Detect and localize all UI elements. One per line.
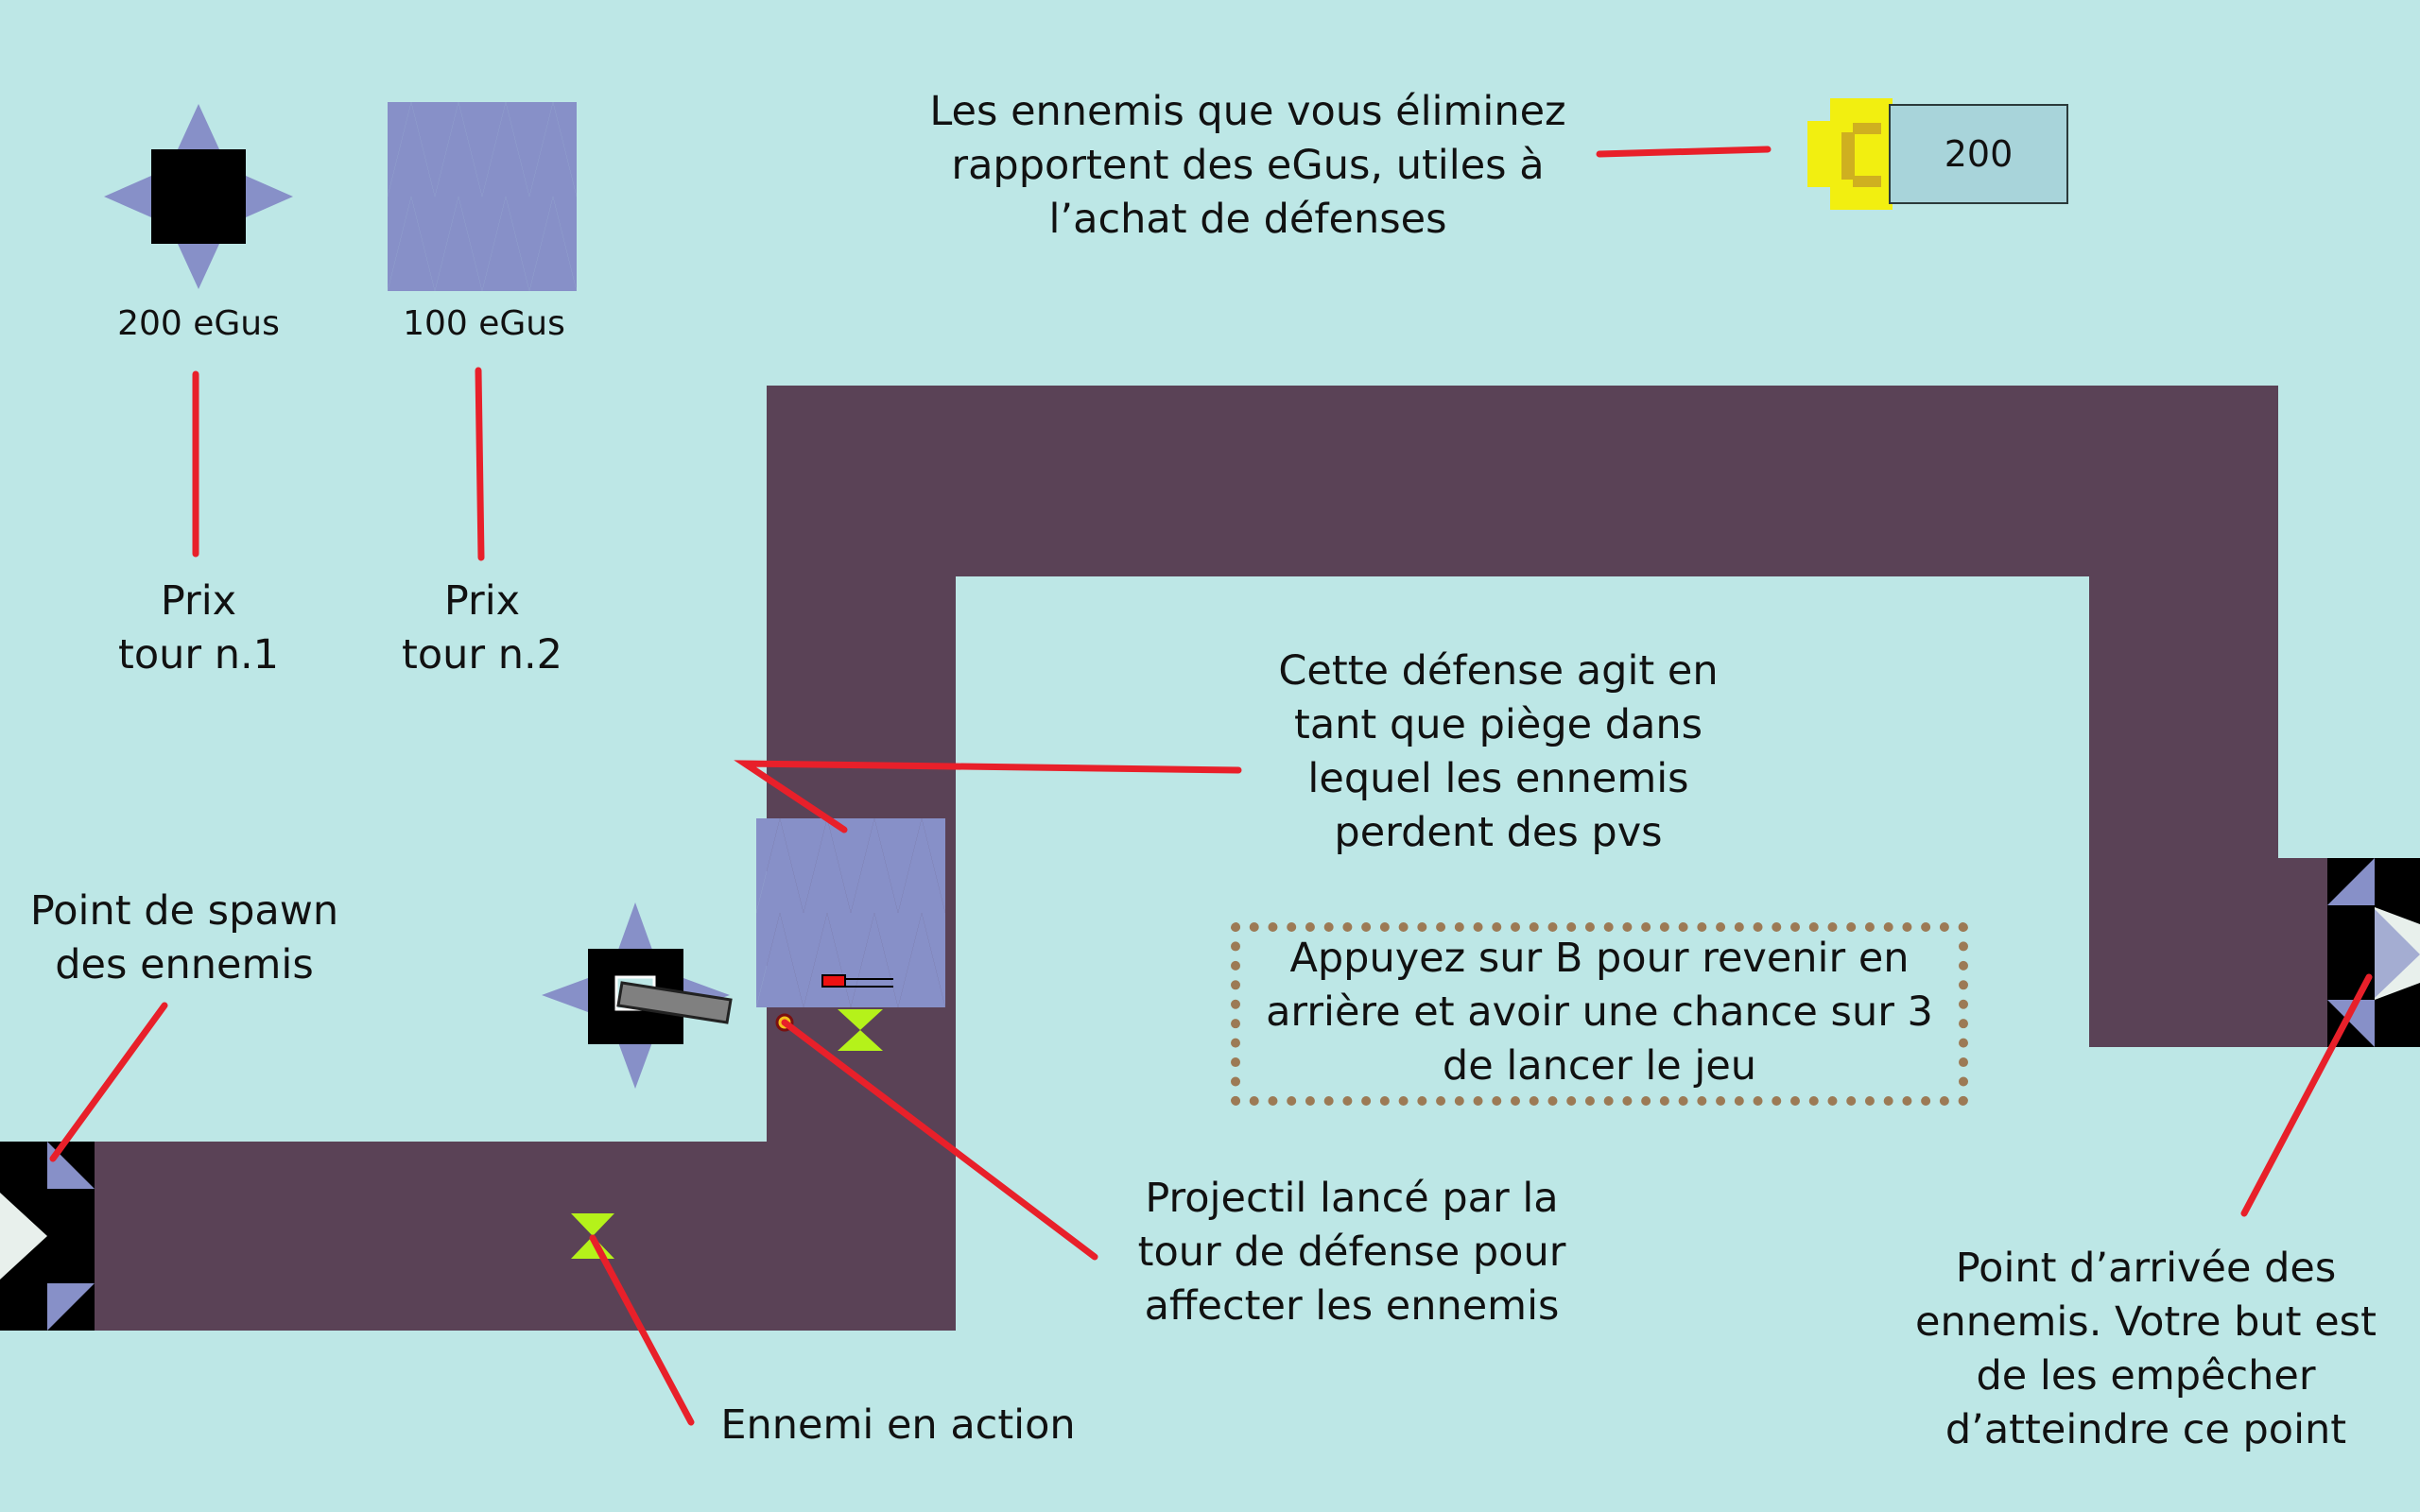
trap-spike [922, 913, 945, 1007]
trap-spike [827, 913, 874, 1007]
currency-info-text: Les ennemis que vous éliminez rapportent… [929, 88, 1566, 243]
trap-spike [435, 102, 482, 197]
back-info-text: Appuyez sur B pour revenir en arrière et… [1266, 935, 1933, 1090]
trap-spike [529, 197, 577, 291]
trap-spike [780, 913, 827, 1007]
trap-spike [851, 913, 898, 1007]
arrival-info-text: Point d’arrivée des ennemis. Votre but e… [1915, 1245, 2377, 1453]
spawn-info-text: Point de spawn des ennemis [29, 887, 339, 988]
enemy-path [0, 386, 2420, 1331]
enemy-info-text: Ennemi en action [720, 1401, 1076, 1449]
trap-spike [482, 102, 529, 197]
trap-spike [804, 818, 851, 913]
price-tower-2-label: Prix tour n.2 [401, 577, 563, 679]
trap-spike [506, 197, 553, 291]
placed-defense-tower [542, 902, 733, 1089]
trap-spike [458, 102, 506, 197]
trap-spike [388, 197, 411, 291]
trap-spike [553, 102, 577, 197]
tower-2-price: 100 eGus [403, 304, 565, 343]
trap-info-text: Cette défense agit en tant que piège dan… [1278, 647, 1719, 856]
shop-tower-2[interactable] [388, 102, 577, 291]
trap-spike [898, 913, 945, 1007]
trap-spike [874, 913, 922, 1007]
trap-spike [411, 197, 458, 291]
trap-spike [874, 818, 922, 913]
trap-spike [506, 102, 553, 197]
currency-counter: 200 [1889, 104, 2068, 204]
trap-spike [898, 818, 945, 913]
tower-cannon [616, 981, 733, 1024]
spawn-point [0, 1142, 95, 1331]
shop-tower-1[interactable] [104, 104, 293, 289]
trap-spike [529, 102, 577, 197]
trap-spike [756, 913, 804, 1007]
trap-spike [458, 197, 506, 291]
trap-spike [851, 818, 898, 913]
enemy-health-bar [821, 974, 893, 988]
projectile-info-text: Projectil lancé par la tour de défense p… [1137, 1175, 1566, 1330]
trap-spike [553, 197, 577, 291]
enemy-near-trap [838, 1009, 883, 1051]
annotation-lines [49, 146, 2373, 1426]
trap-spike [756, 913, 780, 1007]
back-info-box [1231, 922, 1968, 1106]
trap-spike [756, 818, 780, 913]
trap-spike [388, 102, 411, 197]
price-tower-1-label: Prix tour n.1 [117, 577, 280, 679]
trap-spike [756, 818, 804, 913]
trap-spike [922, 818, 945, 913]
trap-spike [482, 197, 529, 291]
trap-spike [827, 818, 874, 913]
trap-spike [435, 197, 482, 291]
tower-1-price: 200 eGus [117, 304, 280, 343]
trap-spike [780, 818, 827, 913]
arrival-point [2327, 858, 2420, 1047]
trap-spike [411, 102, 458, 197]
trap-spike [388, 102, 435, 197]
trap-spike [388, 197, 435, 291]
